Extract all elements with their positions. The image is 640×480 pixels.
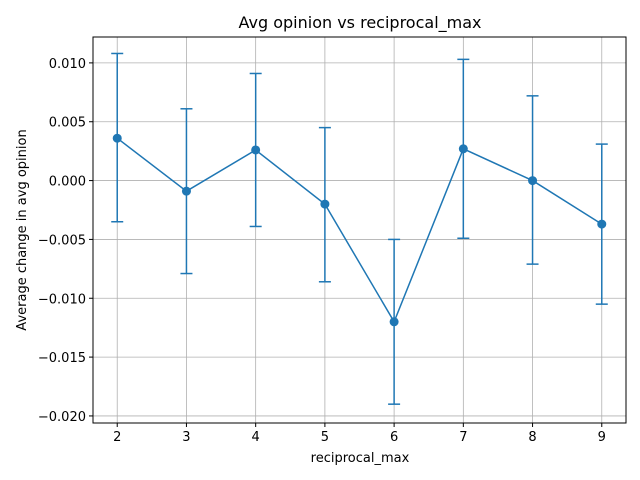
x-tick-label: 2 — [113, 430, 121, 445]
data-point — [597, 219, 607, 229]
y-tick-label: 0.000 — [49, 175, 86, 190]
chart-title: Avg opinion vs reciprocal_max — [239, 13, 482, 33]
x-tick-label: 7 — [459, 430, 467, 445]
y-tick-label: 0.010 — [49, 57, 86, 72]
y-tick-label: −0.005 — [38, 233, 86, 248]
data-point — [389, 317, 399, 327]
x-tick-label: 5 — [321, 430, 329, 445]
x-tick-label: 9 — [598, 430, 606, 445]
y-tick-label: 0.005 — [49, 116, 86, 131]
data-point — [251, 145, 261, 155]
x-tick-label: 6 — [390, 430, 398, 445]
grid — [93, 37, 626, 423]
y-tick-label: −0.010 — [38, 292, 86, 307]
y-tick-label: −0.020 — [38, 410, 86, 425]
x-tick-label: 4 — [252, 430, 260, 445]
data-point — [458, 144, 468, 154]
ticks: 2 3 4 5 6 7 8 9 0.010 0.005 0.000 −0.005 −0.010 −0.01… — [38, 57, 606, 445]
data-point — [528, 176, 538, 186]
y-tick-label: −0.015 — [38, 351, 86, 366]
x-tick-label: 8 — [528, 430, 536, 445]
data-point — [320, 199, 330, 209]
series — [111, 52, 608, 405]
data-point — [181, 186, 191, 196]
plot-frame — [92, 36, 627, 424]
x-axis-label: reciprocal_max — [311, 451, 410, 466]
series-line — [116, 137, 603, 324]
data-point — [112, 133, 122, 143]
y-axis-label: Average change in avg opinion — [15, 129, 30, 330]
x-tick-label: 3 — [182, 430, 190, 445]
